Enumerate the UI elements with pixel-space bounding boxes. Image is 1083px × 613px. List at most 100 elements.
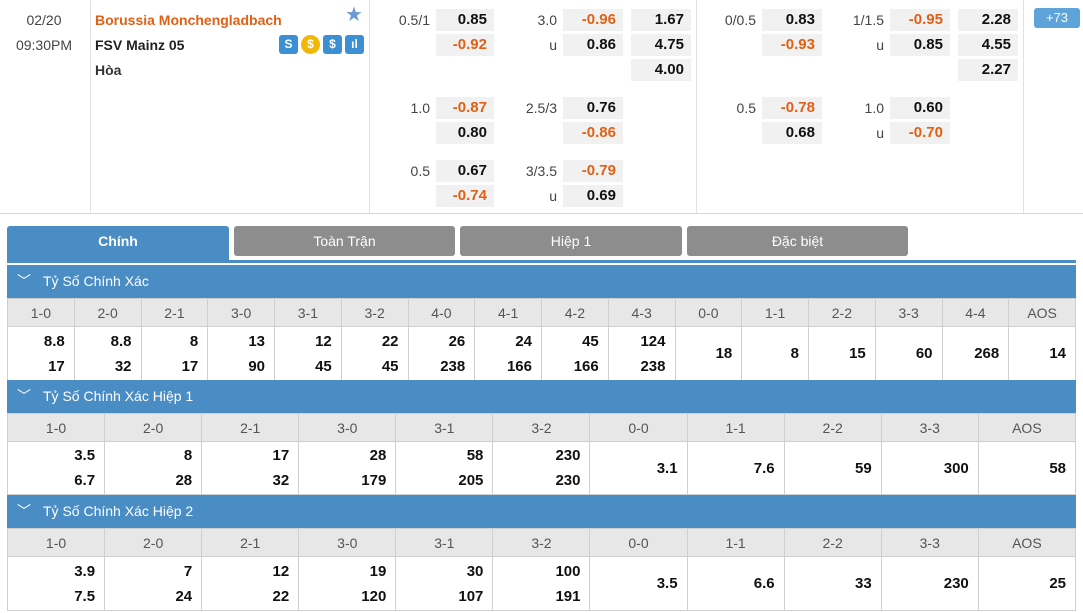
odds-value[interactable]: 17: [272, 447, 290, 464]
odds-value[interactable]: 205: [458, 472, 484, 489]
odds-value[interactable]: 22: [381, 332, 399, 350]
odds-value[interactable]: 7.5: [74, 587, 96, 605]
odds-value[interactable]: 179: [361, 472, 387, 489]
score-odds-cell[interactable]: 230 230: [492, 441, 591, 495]
odds-cell[interactable]: 0.67: [436, 160, 494, 182]
score-odds-cell[interactable]: 3.5: [589, 556, 688, 611]
odds-value[interactable]: 3.9: [74, 562, 96, 580]
odds-value[interactable]: 12: [315, 332, 332, 350]
odds-value[interactable]: 18: [715, 345, 733, 362]
odds-value[interactable]: 230: [555, 447, 581, 464]
odds-value[interactable]: 30: [466, 562, 484, 580]
odds-cell[interactable]: 0.76: [563, 97, 623, 119]
tab-chinh[interactable]: Chính: [7, 226, 229, 260]
odds-value[interactable]: 22: [272, 587, 290, 605]
odds-value[interactable]: 59: [855, 459, 872, 477]
score-odds-cell[interactable]: 7.6: [686, 441, 785, 495]
home-team[interactable]: Borussia Monchengladbach: [95, 12, 282, 28]
odds-cell[interactable]: -0.92: [436, 34, 494, 56]
odds-cell[interactable]: 4.55: [958, 34, 1018, 56]
odds-value[interactable]: 7: [183, 562, 193, 580]
score-odds-cell[interactable]: 230: [880, 556, 979, 611]
score-odds-cell[interactable]: 26 238: [407, 326, 476, 381]
score-odds-cell[interactable]: 8: [741, 326, 809, 381]
odds-cell[interactable]: -0.96: [563, 9, 623, 31]
score-odds-cell[interactable]: 58 205: [395, 441, 494, 495]
odds-value[interactable]: 19: [369, 562, 387, 580]
odds-value[interactable]: 13: [248, 332, 265, 350]
odds-value[interactable]: 3.1: [656, 459, 678, 477]
odds-value[interactable]: 166: [506, 357, 532, 375]
odds-value[interactable]: 26: [448, 332, 466, 350]
score-odds-cell[interactable]: 124 238: [607, 326, 676, 381]
score-odds-cell[interactable]: 7 24: [104, 556, 203, 611]
odds-value[interactable]: 24: [175, 587, 193, 605]
odds-value[interactable]: 3.5: [74, 447, 96, 464]
odds-value[interactable]: 6.6: [753, 575, 775, 592]
odds-cell[interactable]: 0.85: [890, 34, 950, 56]
score-odds-cell[interactable]: 3.1: [589, 441, 688, 495]
score-odds-cell[interactable]: 3.5 6.7: [6, 441, 106, 495]
odds-value[interactable]: 45: [582, 332, 599, 350]
odds-cell[interactable]: 4.75: [631, 34, 691, 56]
score-odds-cell[interactable]: 25: [977, 556, 1077, 611]
odds-cell[interactable]: -0.93: [762, 34, 822, 56]
score-odds-cell[interactable]: 18: [674, 326, 743, 381]
odds-value[interactable]: 58: [466, 447, 484, 464]
score-odds-cell[interactable]: 30 107: [395, 556, 494, 611]
odds-cell[interactable]: 4.00: [631, 59, 691, 81]
stats-icon[interactable]: S: [279, 35, 298, 54]
odds-cell[interactable]: -0.78: [762, 97, 822, 119]
odds-value[interactable]: 32: [114, 357, 132, 375]
score-odds-cell[interactable]: 45 166: [541, 326, 609, 381]
score-odds-cell[interactable]: 19 120: [298, 556, 397, 611]
score-odds-cell[interactable]: 15: [808, 326, 876, 381]
score-odds-cell[interactable]: 22 45: [340, 326, 409, 381]
odds-cell[interactable]: 0.86: [563, 34, 623, 56]
score-odds-cell[interactable]: 59: [783, 441, 882, 495]
score-odds-cell[interactable]: 8 28: [104, 441, 203, 495]
score-odds-cell[interactable]: 100 191: [492, 556, 591, 611]
odds-value[interactable]: 238: [640, 357, 666, 375]
score-odds-cell[interactable]: 6.6: [686, 556, 785, 611]
odds-value[interactable]: 28: [369, 447, 387, 464]
chart-icon[interactable]: ıl: [345, 35, 364, 54]
odds-value[interactable]: 124: [640, 332, 666, 350]
odds-value[interactable]: 107: [458, 587, 484, 605]
away-team[interactable]: FSV Mainz 05: [95, 37, 185, 53]
score-odds-cell[interactable]: 60: [874, 326, 943, 381]
dollar-icon[interactable]: $: [323, 35, 342, 54]
odds-cell[interactable]: -0.74: [436, 185, 494, 207]
odds-value[interactable]: 45: [315, 357, 332, 375]
odds-value[interactable]: 191: [555, 587, 581, 605]
odds-value[interactable]: 7.6: [753, 459, 775, 477]
odds-cell[interactable]: -0.95: [890, 9, 950, 31]
odds-value[interactable]: 166: [573, 357, 599, 375]
odds-cell[interactable]: -0.86: [563, 122, 623, 144]
score-odds-cell[interactable]: 17 32: [201, 441, 300, 495]
odds-value[interactable]: 268: [974, 345, 1000, 362]
odds-value[interactable]: 33: [855, 575, 872, 592]
odds-cell[interactable]: 0.60: [890, 97, 950, 119]
odds-cell[interactable]: -0.79: [563, 160, 623, 182]
tab-hiep-1[interactable]: Hiệp 1: [460, 226, 682, 256]
score-odds-cell[interactable]: 300: [880, 441, 979, 495]
odds-cell[interactable]: 0.68: [762, 122, 822, 144]
odds-value[interactable]: 8.8: [43, 332, 65, 350]
score-odds-cell[interactable]: 28 179: [298, 441, 397, 495]
odds-value[interactable]: 230: [555, 472, 581, 489]
tab-toan-tran[interactable]: Toàn Trận: [234, 226, 455, 256]
score-odds-cell[interactable]: 8.8 17: [7, 326, 75, 381]
odds-value[interactable]: 32: [272, 472, 290, 489]
score-odds-cell[interactable]: 3.9 7.5: [6, 556, 106, 611]
score-odds-cell[interactable]: 33: [783, 556, 882, 611]
odds-value[interactable]: 120: [361, 587, 387, 605]
favorite-star-icon[interactable]: ★: [345, 4, 363, 26]
odds-value[interactable]: 45: [381, 357, 399, 375]
score-odds-cell[interactable]: 13 90: [207, 326, 275, 381]
section-header-correct-score-h1[interactable]: ﹀ Tỷ Số Chính Xác Hiệp 1: [7, 380, 1076, 413]
odds-cell[interactable]: 0.85: [436, 9, 494, 31]
score-odds-cell[interactable]: 8 17: [140, 326, 209, 381]
odds-cell[interactable]: 2.27: [958, 59, 1018, 81]
odds-value[interactable]: 100: [555, 562, 581, 580]
